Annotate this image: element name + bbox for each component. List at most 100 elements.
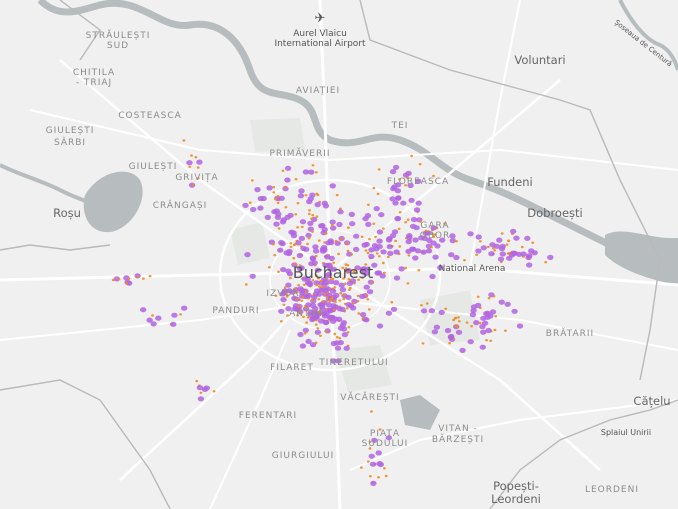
- purple-point: [473, 320, 480, 326]
- purple-point: [480, 329, 487, 335]
- purple-point: [340, 320, 347, 326]
- purple-point: [516, 323, 524, 329]
- orange-point: [151, 314, 154, 317]
- orange-point: [410, 154, 414, 158]
- purple-point: [170, 321, 177, 327]
- purple-point: [498, 299, 505, 305]
- orange-point: [367, 203, 370, 206]
- purple-point: [393, 249, 400, 255]
- orange-point: [248, 201, 252, 204]
- purple-point: [140, 307, 147, 313]
- purple-point: [313, 280, 320, 286]
- orange-point: [324, 330, 328, 333]
- orange-point: [367, 308, 371, 311]
- orange-point: [375, 252, 379, 255]
- orange-point: [364, 263, 368, 266]
- purple-point: [295, 240, 302, 246]
- orange-point: [394, 239, 397, 243]
- purple-point: [244, 252, 251, 258]
- orange-point: [454, 324, 458, 327]
- purple-point: [365, 221, 372, 227]
- purple-point: [330, 225, 337, 231]
- purple-point: [307, 226, 314, 232]
- purple-point: [387, 250, 394, 256]
- purple-point: [186, 160, 193, 166]
- purple-point: [336, 221, 343, 228]
- purple-point: [547, 254, 554, 260]
- purple-point: [321, 313, 329, 319]
- purple-point: [304, 276, 311, 282]
- purple-point: [346, 280, 354, 286]
- purple-point: [455, 329, 463, 335]
- purple-point: [385, 435, 392, 441]
- district-label: GARA: [420, 221, 449, 231]
- purple-point: [353, 233, 360, 239]
- purple-point: [499, 251, 506, 257]
- purple-point: [520, 251, 527, 257]
- orange-point: [384, 474, 388, 478]
- parks: [230, 118, 480, 392]
- purple-point: [337, 340, 344, 346]
- purple-point: [307, 220, 314, 226]
- orange-point: [357, 312, 361, 315]
- purple-point: [254, 187, 261, 193]
- orange-point: [274, 294, 278, 297]
- orange-point: [377, 255, 381, 258]
- district-label: - TRIAJ: [76, 78, 112, 88]
- district-label: SUDULUI: [362, 439, 409, 449]
- orange-point: [321, 300, 325, 303]
- purple-point: [314, 202, 321, 208]
- purple-point: [171, 312, 178, 318]
- purple-point: [285, 306, 292, 312]
- purple-point: [299, 219, 307, 225]
- orange-point: [294, 297, 298, 301]
- purple-point: [298, 235, 305, 241]
- orange-point: [418, 163, 422, 166]
- purple-point: [341, 332, 349, 338]
- purple-point: [305, 302, 312, 308]
- place-label: Fundeni: [487, 175, 532, 189]
- orange-point: [452, 318, 455, 322]
- airport-icon: ✈: [315, 11, 326, 26]
- orange-point: [294, 288, 297, 291]
- purple-point: [298, 265, 305, 271]
- orange-point: [374, 235, 377, 239]
- purple-point: [317, 318, 325, 324]
- purple-point: [371, 437, 378, 443]
- purple-point: [376, 323, 384, 329]
- orange-point: [314, 341, 318, 344]
- purple-point: [309, 256, 317, 262]
- orange-point: [310, 217, 313, 220]
- purple-point: [524, 235, 531, 241]
- orange-point: [343, 282, 347, 285]
- orange-point: [377, 168, 381, 171]
- purple-point: [363, 284, 370, 290]
- purple-point: [345, 294, 352, 300]
- purple-point: [429, 273, 436, 280]
- orange-point: [476, 295, 480, 298]
- city-label: Bucharest: [293, 263, 374, 282]
- purple-point: [489, 309, 497, 315]
- purple-point: [437, 265, 444, 271]
- orange-point: [456, 326, 459, 329]
- purple-point: [150, 321, 157, 327]
- orange-point: [276, 201, 280, 205]
- orange-point: [493, 249, 497, 252]
- purple-point: [493, 243, 501, 249]
- orange-point: [304, 194, 308, 197]
- purple-point: [335, 316, 343, 322]
- purple-point: [414, 248, 422, 254]
- purple-point: [196, 159, 203, 165]
- purple-point: [305, 232, 312, 238]
- orange-point: [294, 178, 298, 181]
- purple-point: [319, 223, 326, 229]
- purple-point: [284, 177, 291, 183]
- district-label: VITAN -: [438, 424, 478, 434]
- orange-point: [492, 295, 496, 298]
- purple-point: [448, 252, 455, 258]
- district-label: GRIVIȚA: [175, 173, 218, 183]
- purple-point: [425, 248, 433, 254]
- orange-point: [335, 193, 339, 197]
- orange-point: [350, 253, 354, 256]
